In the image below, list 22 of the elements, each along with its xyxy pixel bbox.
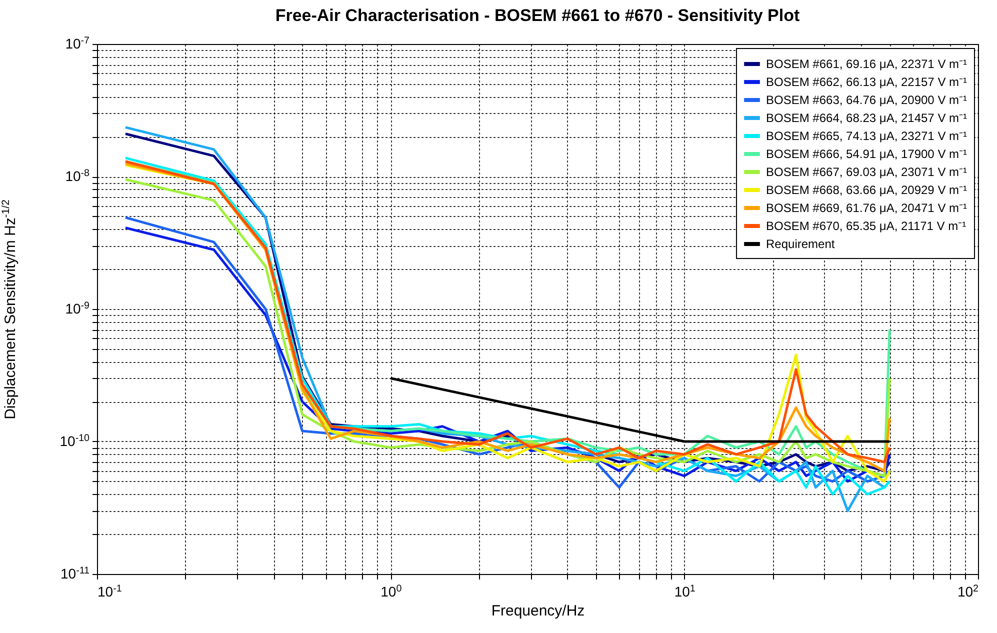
x-axis-title: Frequency/Hz: [491, 602, 585, 620]
legend-label: BOSEM #667, 69.03 μA, 23071 V m⁻¹: [766, 165, 968, 179]
legend-label: BOSEM #670, 65.35 μA, 21171 V m⁻¹: [766, 219, 966, 233]
legend-label: BOSEM #662, 66.13 μA, 22157 V m⁻¹: [766, 75, 968, 89]
legend-label: BOSEM #665, 74.13 μA, 23271 V m⁻¹: [766, 129, 968, 143]
legend-label: BOSEM #664, 68.23 μA, 21457 V m⁻¹: [766, 111, 968, 125]
y-tick-label: 10$^{-10}$: [60, 432, 90, 449]
legend-label: BOSEM #661, 69.16 μA, 22371 V m⁻¹: [766, 57, 968, 71]
chart-title: Free-Air Characterisation - BOSEM #661 to #670 - Sensitivity Plot: [275, 6, 800, 25]
legend-label: BOSEM #668, 63.66 μA, 20929 V m⁻¹: [766, 183, 968, 197]
x-tick-label: 10$^{2}$: [957, 583, 978, 600]
y-tick-label: 10$^{-11}$: [60, 565, 90, 582]
legend-label: Requirement: [766, 237, 836, 251]
legend-label: BOSEM #669, 61.76 μA, 20471 V m⁻¹: [766, 201, 968, 215]
y-tick-label: 10$^{-7}$: [65, 35, 90, 52]
x-tick-label: 10$^{-1}$: [98, 583, 122, 600]
y-tick-label: 10$^{-9}$: [65, 300, 90, 316]
x-tick-label: 10$^{0}$: [380, 583, 402, 600]
y-tick-label: 10$^{-8}$: [65, 168, 90, 184]
legend-label: BOSEM #666, 54.91 μA, 17900 V m⁻¹: [766, 147, 968, 161]
legend-label: BOSEM #663, 64.76 μA, 20900 V m⁻¹: [766, 93, 968, 107]
x-tick-label: 10$^{1}$: [674, 583, 696, 600]
